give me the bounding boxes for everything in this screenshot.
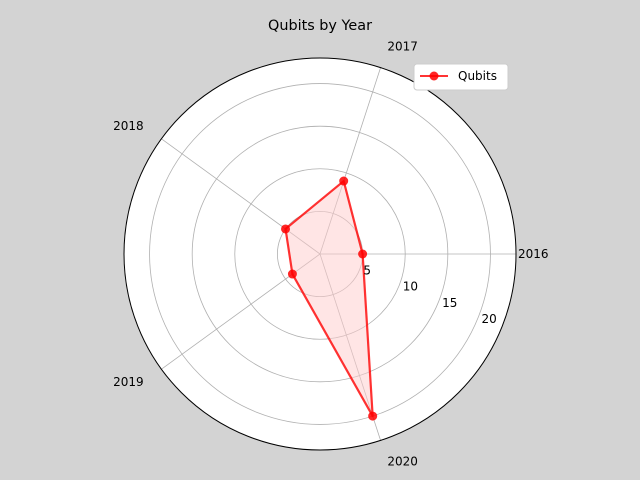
category-label: 2017: [387, 40, 418, 54]
radial-tick-label: 5: [363, 263, 371, 277]
radial-tick-label: 10: [403, 280, 418, 294]
legend-label: Qubits: [458, 69, 497, 83]
data-point: [339, 176, 349, 186]
chart-title: Qubits by Year: [268, 18, 372, 34]
data-point: [358, 249, 368, 259]
radial-tick-label: 15: [442, 296, 457, 310]
data-point: [287, 269, 297, 279]
plot-frame: [123, 57, 517, 451]
data-point: [281, 224, 291, 234]
data-series: [281, 176, 378, 421]
category-label: 2019: [113, 375, 144, 389]
axis-labels: 5 10 15 20 2016 2017 2018 2019 2020: [113, 40, 548, 469]
data-point: [368, 411, 378, 421]
legend: Qubits: [413, 63, 509, 91]
legend-box: [413, 63, 509, 91]
radial-tick-label: 20: [481, 312, 496, 326]
category-label: 2016: [518, 247, 549, 261]
series-fill: [285, 181, 373, 417]
category-label: 2018: [113, 119, 144, 133]
legend-marker: [429, 71, 439, 81]
category-label: 2020: [387, 454, 418, 468]
series-line: [284, 179, 374, 418]
